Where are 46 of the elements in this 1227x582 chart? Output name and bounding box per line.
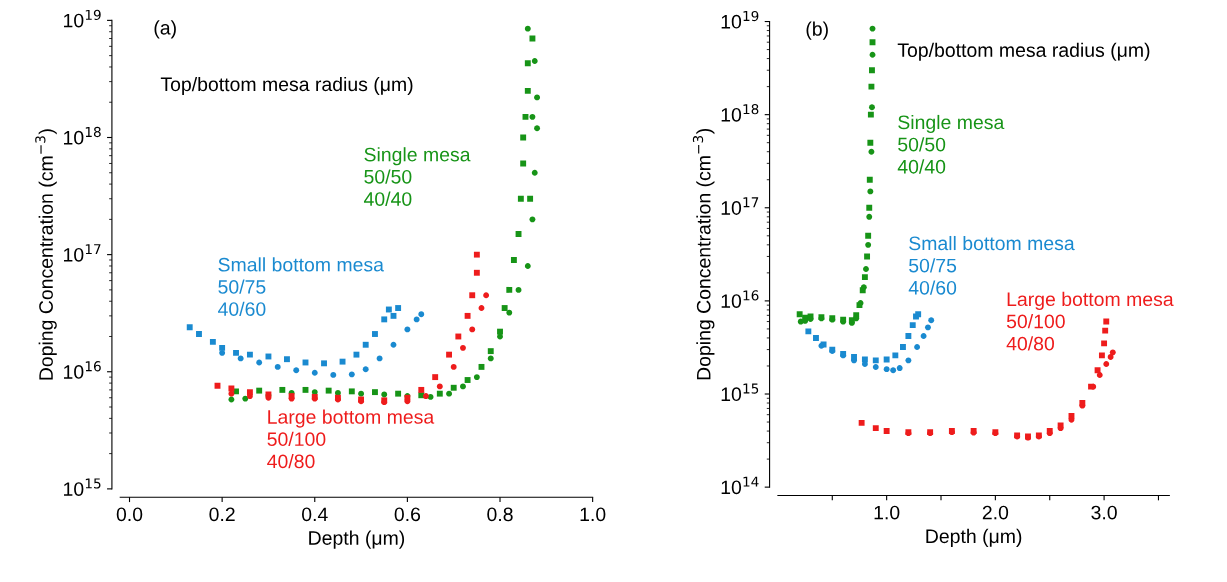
annotation: 40/40 xyxy=(897,159,946,174)
y-tick-label: 10$^{19}$ xyxy=(721,10,759,29)
annotation: 40/80 xyxy=(267,453,315,469)
y-axis-title: Doping Concentration (cm$^{−3}$) xyxy=(35,129,57,380)
y-tick-label: 10$^{15}$ xyxy=(721,383,759,402)
chart-title: (a) xyxy=(154,20,176,39)
x-tick-label: 1.0 xyxy=(580,507,606,522)
y-tick-label: 10$^{15}$ xyxy=(64,478,101,496)
annotation: Single mesa xyxy=(898,114,1005,134)
y-tick-label: 10$^{17}$ xyxy=(721,197,759,215)
annotation: 50/75 xyxy=(218,279,266,294)
x-axis-title: Depth (μm) xyxy=(926,528,1022,547)
x-tick-label: 0.8 xyxy=(487,507,513,522)
annotation: Top/bottom mesa radius (μm) xyxy=(160,76,413,96)
annotation: 40/80 xyxy=(1006,336,1055,351)
annotation: Large bottom mesa xyxy=(1007,291,1174,310)
x-tick-label: 0.6 xyxy=(394,507,421,522)
annotation: Large bottom mesa xyxy=(268,409,435,428)
x-tick-label: 0.0 xyxy=(116,507,143,522)
x-axis-title: Depth (μm) xyxy=(309,530,405,549)
annotation: Small bottom mesa xyxy=(218,257,384,272)
annotation: Single mesa xyxy=(364,147,471,166)
y-tick-label: 10$^{16}$ xyxy=(64,361,101,379)
x-tick-label: 0.2 xyxy=(209,507,235,522)
x-tick-label: 1.0 xyxy=(874,505,900,520)
annotation: 40/60 xyxy=(218,301,266,316)
x-tick-label: 2.0 xyxy=(982,505,1009,520)
annotation: 50/100 xyxy=(1006,314,1065,329)
annotation: 40/40 xyxy=(363,191,412,206)
annotation: 50/50 xyxy=(898,137,946,152)
y-tick-label: 10$^{17}$ xyxy=(64,244,101,262)
annotation: 50/50 xyxy=(364,169,412,184)
y-tick-label: 10$^{19}$ xyxy=(64,9,101,28)
chart-title: (b) xyxy=(806,21,828,40)
y-tick-label: 10$^{16}$ xyxy=(721,290,759,308)
annotation: 40/60 xyxy=(908,280,957,295)
annotation: Top/bottom mesa radius (μm) xyxy=(897,42,1150,61)
x-tick-label: 0.4 xyxy=(302,507,328,522)
annotation: Small bottom mesa xyxy=(909,235,1075,251)
x-tick-label: 3.0 xyxy=(1091,505,1117,520)
y-tick-label: 10$^{14}$ xyxy=(721,476,759,495)
y-tick-label: 10$^{18}$ xyxy=(721,104,759,122)
annotation: 50/100 xyxy=(267,431,326,447)
annotation: 50/75 xyxy=(909,258,957,273)
y-tick-label: 10$^{18}$ xyxy=(64,126,101,145)
y-axis-title: Doping Concentration (cm$^{−3}$) xyxy=(692,128,715,380)
